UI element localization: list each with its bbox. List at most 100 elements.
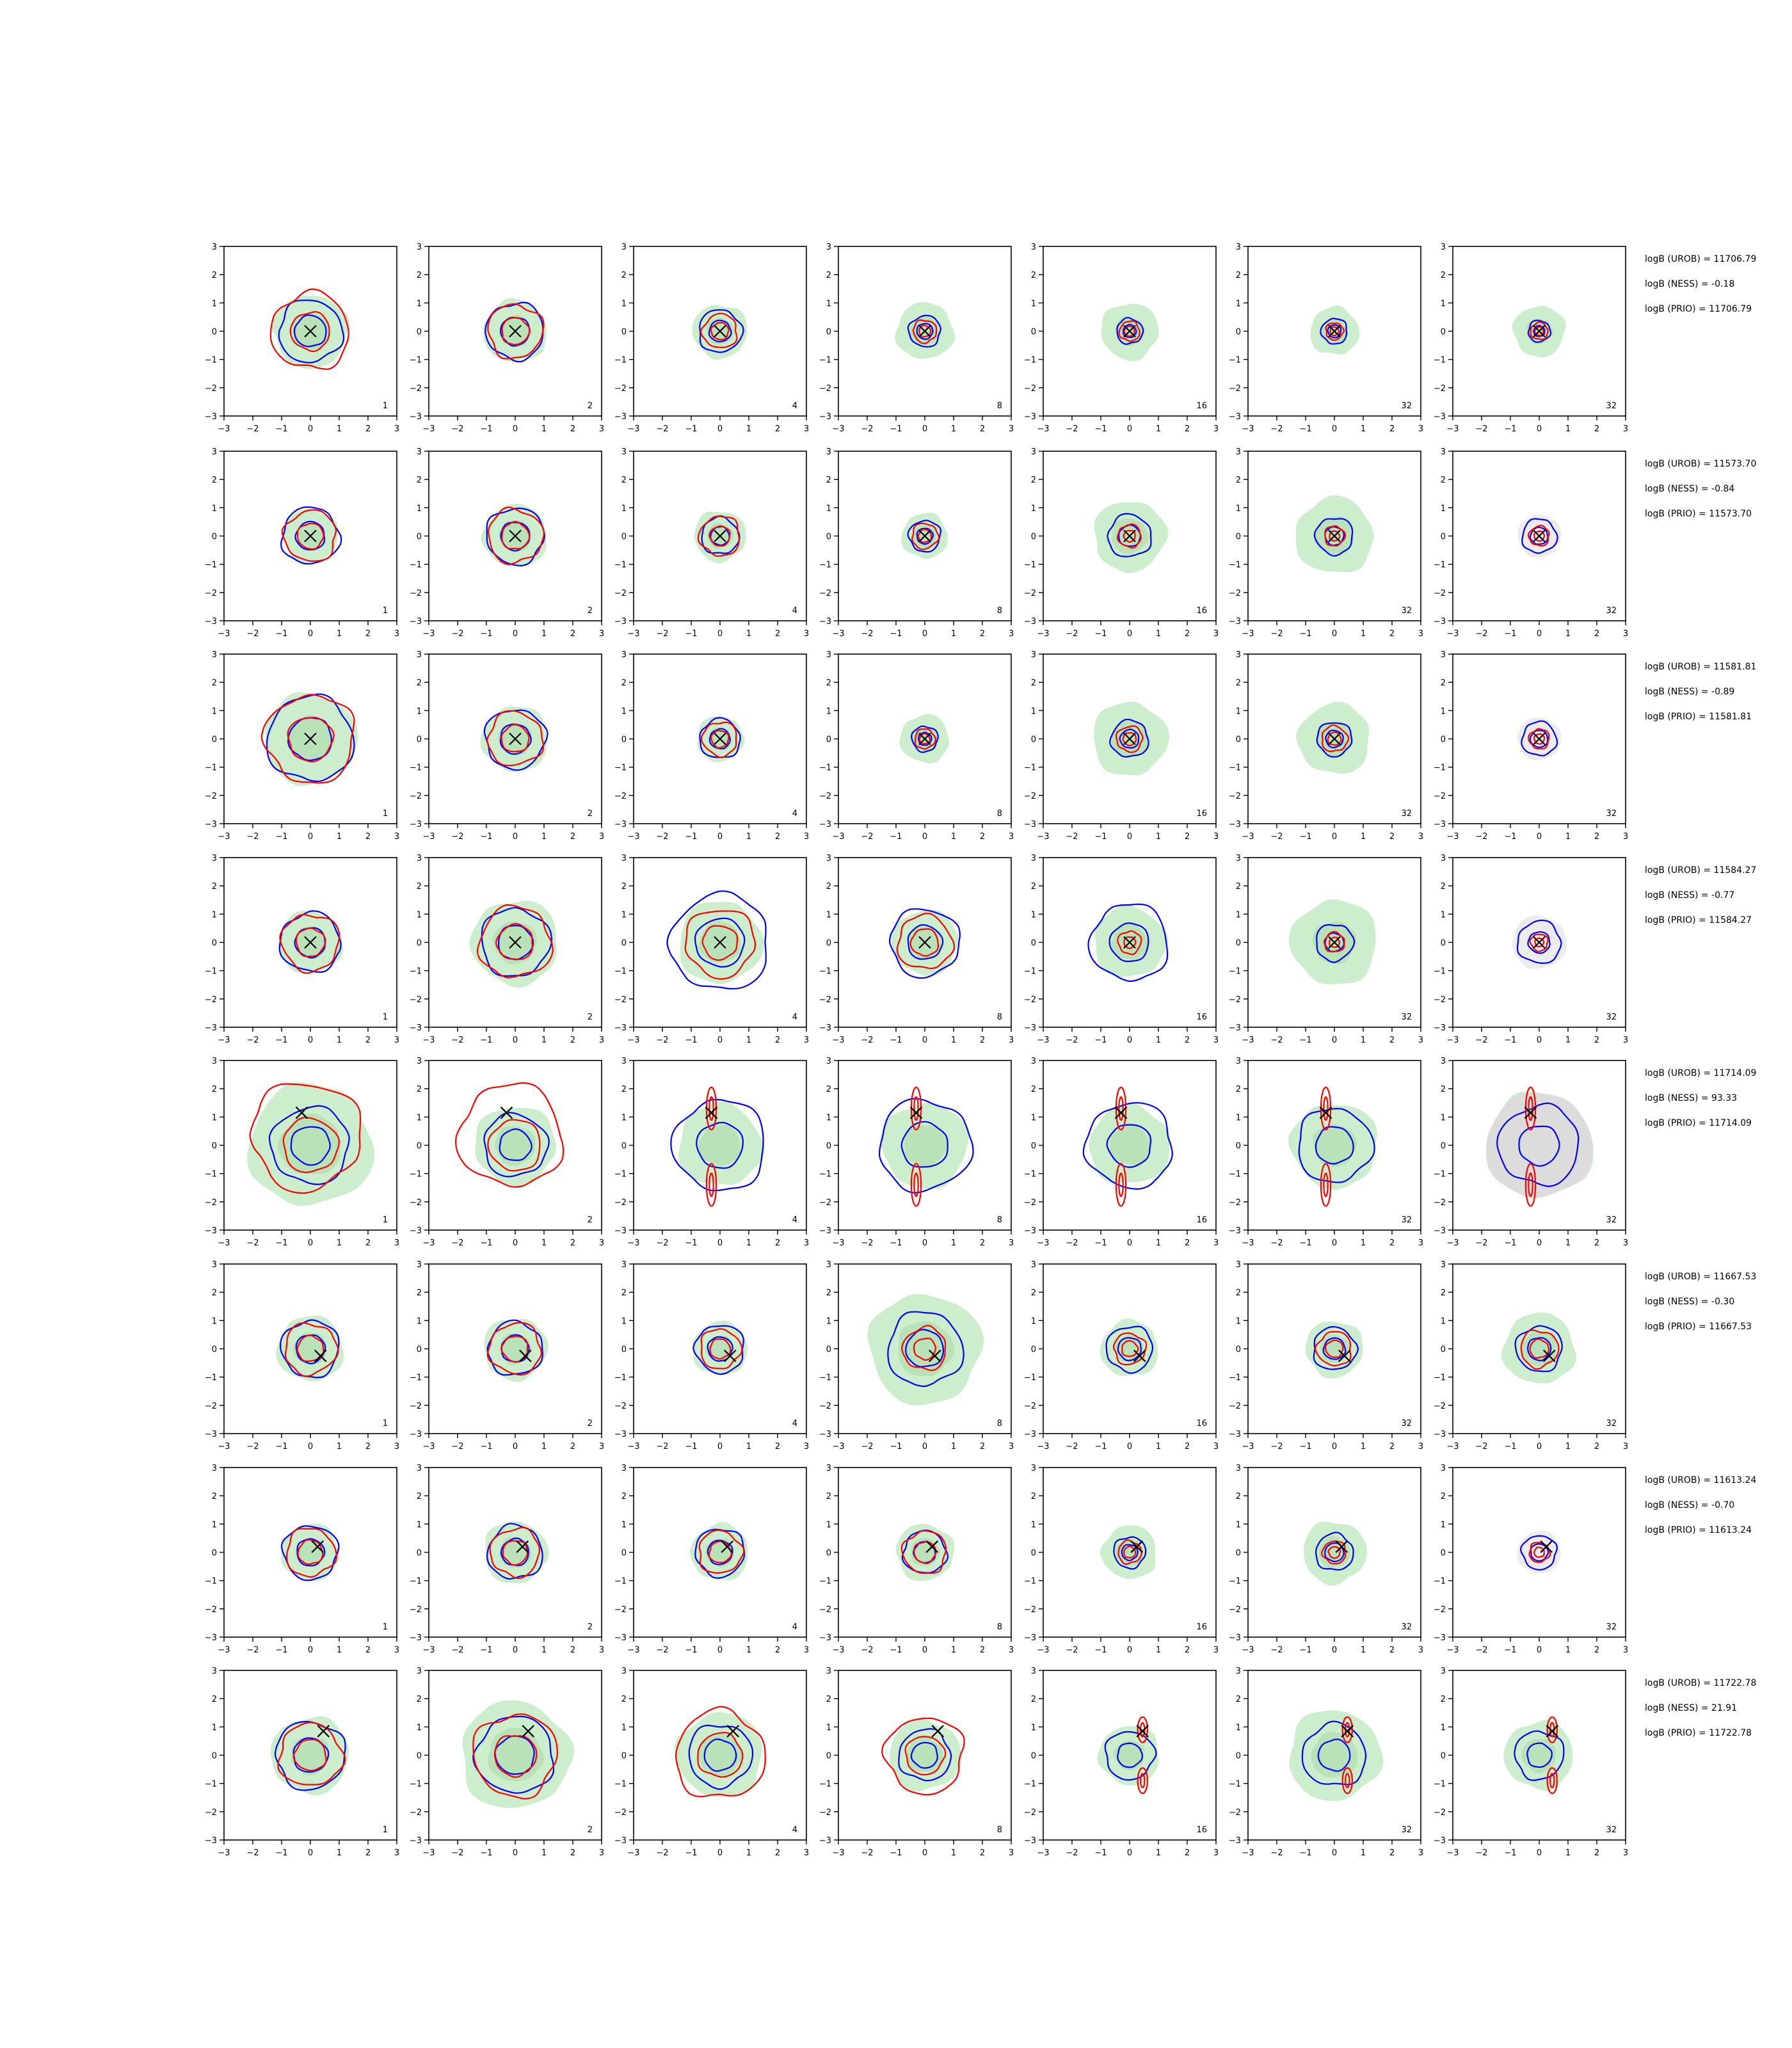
red-contour-mode-inner [1118, 1096, 1124, 1121]
y-tick-label: 3 [212, 1667, 217, 1676]
y-tick-label: −1 [205, 356, 217, 365]
x-tick-label: 3 [1213, 832, 1219, 842]
y-tick-label: 1 [1236, 1316, 1241, 1326]
x-tick-label: 0 [1332, 1036, 1337, 1045]
y-tick-label: −3 [205, 412, 217, 422]
panel-r4-c7: −3 −2 −1 0 1 2 3 −3 −2 −1 0 1 2 3 32 [1434, 854, 1628, 1045]
panel-r4-c3: −3 −2 −1 0 1 2 3 −3 −2 −1 0 1 2 3 4 [614, 854, 809, 1045]
y-tick-label: −2 [1229, 1605, 1241, 1615]
y-tick-label: −1 [410, 561, 422, 570]
panel-label: 4 [792, 1419, 797, 1428]
x-tick-label: 0 [1127, 629, 1132, 639]
y-tick-label: −3 [1229, 412, 1241, 422]
x-tick-label: −1 [1299, 1036, 1311, 1045]
x-tick-label: −1 [480, 1848, 492, 1858]
blue-contour-outer [1116, 317, 1144, 345]
blue-contour-outer [1113, 1536, 1147, 1570]
x-tick-label: −3 [1242, 1238, 1254, 1248]
y-tick-label: −2 [1434, 589, 1446, 598]
y-tick-label: −1 [1229, 561, 1241, 570]
panel-r1-c3: −3 −2 −1 0 1 2 3 −3 −2 −1 0 1 2 3 4 [614, 243, 809, 434]
y-tick-label: 1 [826, 1113, 831, 1123]
blue-contour-outer [1316, 924, 1356, 963]
y-tick-label: 2 [621, 476, 627, 485]
blue-contour-inner [900, 1121, 948, 1168]
x-tick-label: 2 [980, 1645, 985, 1655]
blue-contour-outer [694, 1528, 746, 1579]
marker-x [1123, 936, 1136, 949]
blue-contour-outer [268, 1105, 350, 1185]
panel-label: 32 [1401, 809, 1412, 819]
red-contour-outer [1115, 725, 1144, 753]
red-contour-mode-inner [1528, 1096, 1533, 1121]
blue-contour-inner [1119, 728, 1140, 749]
y-tick-label: −2 [614, 995, 627, 1005]
red-contour-outer [455, 1082, 564, 1188]
blue-contour-inner [1315, 1126, 1354, 1165]
y-tick-label: −1 [819, 1780, 831, 1789]
red-contour-outer [285, 1528, 337, 1578]
red-contour-outer [1116, 523, 1142, 549]
blue-contour-inner [500, 1537, 529, 1567]
x-tick-label: −1 [275, 1645, 287, 1655]
y-tick-label: 0 [826, 735, 831, 745]
x-tick-label: −2 [451, 424, 463, 434]
red-contour-inner [710, 322, 730, 340]
y-tick-label: −3 [1024, 1836, 1036, 1846]
x-tick-label: −1 [685, 1848, 697, 1858]
row-annotation-4: logB (UROB) = 11584.27 logB (NESS) = -0.7… [1645, 865, 1756, 925]
x-tick-label: −1 [275, 1442, 287, 1452]
red-contour-inner [1123, 325, 1135, 337]
y-tick-label: −2 [819, 384, 831, 394]
x-tick-label: −3 [1037, 1238, 1049, 1248]
y-tick-label: −2 [205, 1198, 217, 1208]
y-tick-label: −2 [819, 995, 831, 1005]
y-tick-label: −1 [1434, 1373, 1446, 1383]
x-tick-label: −3 [1037, 1442, 1049, 1452]
x-tick-label: −1 [685, 832, 697, 842]
y-tick-label: −2 [410, 589, 422, 598]
panel-label: 2 [588, 401, 593, 411]
x-tick-label: −3 [1242, 629, 1254, 639]
y-tick-label: −3 [205, 1430, 217, 1439]
y-tick-label: −2 [819, 1402, 831, 1411]
x-tick-label: 2 [980, 832, 985, 842]
panel-r3-c7: −3 −2 −1 0 1 2 3 −3 −2 −1 0 1 2 3 32 [1434, 650, 1628, 842]
panel-label: 32 [1606, 401, 1617, 411]
y-tick-label: 2 [212, 678, 217, 688]
panel-label: 16 [1196, 606, 1207, 616]
y-tick-label: −3 [614, 1023, 627, 1033]
x-tick-label: 0 [922, 1645, 927, 1655]
blue-contour-inner [294, 520, 326, 551]
red-contour-mode [1115, 1163, 1127, 1207]
y-tick-label: 1 [417, 707, 422, 716]
x-tick-label: −1 [1299, 629, 1311, 639]
red-contour-inner [909, 928, 940, 957]
y-tick-label: 3 [212, 1057, 217, 1066]
y-tick-label: 2 [417, 476, 422, 485]
blue-contour-inner [295, 1334, 326, 1364]
x-tick-label: 1 [951, 1442, 956, 1452]
x-tick-label: −3 [218, 1848, 230, 1858]
x-tick-label: 1 [746, 832, 751, 842]
y-tick-label: −3 [614, 1836, 627, 1846]
red-contour-outer [1315, 1331, 1352, 1367]
marker-x [516, 1540, 529, 1553]
x-tick-label: 1 [951, 1036, 956, 1045]
y-tick-label: −2 [410, 1402, 422, 1411]
y-tick-label: −1 [1434, 967, 1446, 977]
y-tick-label: 3 [417, 1464, 422, 1473]
y-tick-label: 0 [826, 1549, 831, 1558]
row-annotation-5: logB (UROB) = 11714.09 logB (NESS) = 93.3… [1645, 1068, 1756, 1128]
panel-r8-c4: −3 −2 −1 0 1 2 3 −3 −2 −1 0 1 2 3 8 [819, 1667, 1014, 1858]
logb-prio: logB (PRIO) = 11706.79 [1645, 304, 1752, 314]
panel-label: 1 [383, 401, 388, 411]
y-tick-label: −3 [819, 820, 831, 829]
x-tick-label: 0 [717, 832, 723, 842]
y-tick-label: −2 [1229, 792, 1241, 801]
x-tick-label: −2 [1270, 1645, 1283, 1655]
blue-contour-outer [486, 1319, 543, 1376]
x-tick-label: −3 [1446, 1645, 1459, 1655]
x-tick-label: 3 [1009, 424, 1014, 434]
y-tick-label: 3 [1236, 1260, 1241, 1270]
